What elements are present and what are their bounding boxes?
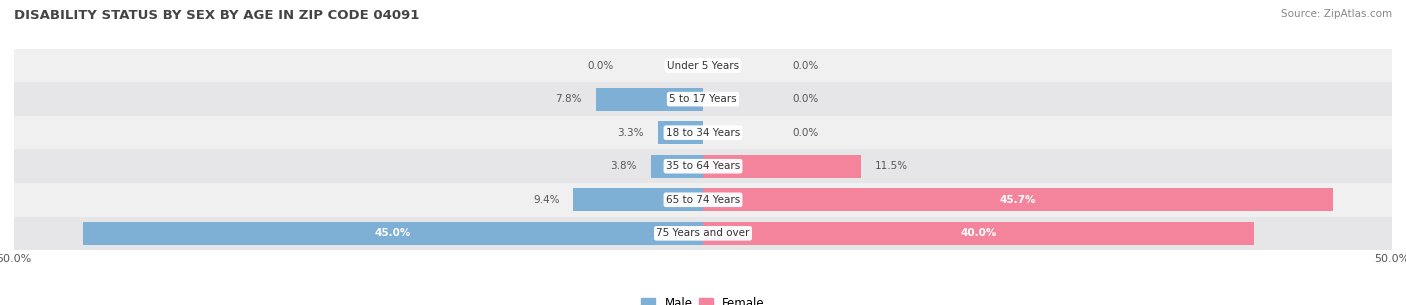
Text: 0.0%: 0.0% <box>588 61 613 70</box>
Text: DISABILITY STATUS BY SEX BY AGE IN ZIP CODE 04091: DISABILITY STATUS BY SEX BY AGE IN ZIP C… <box>14 9 419 22</box>
Text: 45.0%: 45.0% <box>375 228 411 238</box>
Text: 9.4%: 9.4% <box>533 195 560 205</box>
Text: 3.8%: 3.8% <box>610 161 637 171</box>
Bar <box>703 155 862 178</box>
Text: Under 5 Years: Under 5 Years <box>666 61 740 70</box>
Bar <box>651 155 703 178</box>
Text: 7.8%: 7.8% <box>555 94 582 104</box>
Text: 65 to 74 Years: 65 to 74 Years <box>666 195 740 205</box>
Text: 5 to 17 Years: 5 to 17 Years <box>669 94 737 104</box>
Bar <box>83 222 703 245</box>
Text: 35 to 64 Years: 35 to 64 Years <box>666 161 740 171</box>
Bar <box>703 188 1333 211</box>
Bar <box>14 82 1392 116</box>
Bar <box>703 222 1254 245</box>
Text: 11.5%: 11.5% <box>875 161 908 171</box>
Bar <box>14 183 1392 217</box>
Text: Source: ZipAtlas.com: Source: ZipAtlas.com <box>1281 9 1392 19</box>
Bar <box>658 121 703 144</box>
Bar <box>14 217 1392 250</box>
Text: 0.0%: 0.0% <box>793 94 818 104</box>
Bar <box>574 188 703 211</box>
Text: 18 to 34 Years: 18 to 34 Years <box>666 128 740 138</box>
Bar <box>596 88 703 110</box>
Legend: Male, Female: Male, Female <box>637 292 769 305</box>
Text: 45.7%: 45.7% <box>1000 195 1036 205</box>
Bar <box>14 149 1392 183</box>
Text: 40.0%: 40.0% <box>960 228 997 238</box>
Text: 3.3%: 3.3% <box>617 128 644 138</box>
Bar <box>14 49 1392 82</box>
Text: 0.0%: 0.0% <box>793 61 818 70</box>
Bar <box>14 116 1392 149</box>
Text: 0.0%: 0.0% <box>793 128 818 138</box>
Text: 75 Years and over: 75 Years and over <box>657 228 749 238</box>
